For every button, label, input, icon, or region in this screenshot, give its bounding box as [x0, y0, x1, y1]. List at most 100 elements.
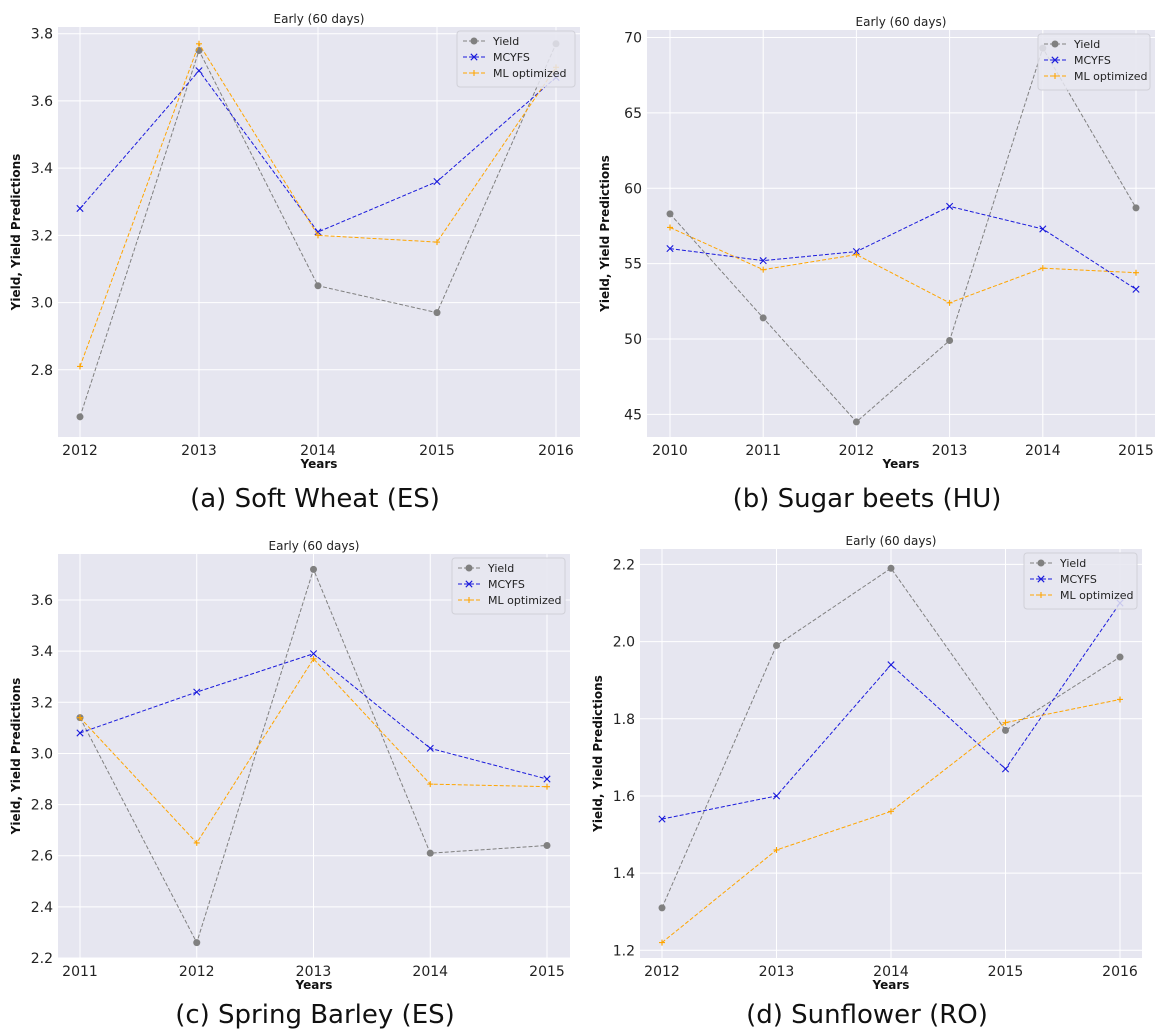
legend: Yield MCYFS ML optimized [451, 557, 566, 615]
data-point [193, 939, 201, 947]
data-point [759, 257, 767, 265]
chart-panel-4: 2012 2013 2014 2015 2016 1.2 1.4 1.6 1.8 2.0 2.2 Ea… [591, 534, 1142, 1030]
data-point [76, 204, 84, 213]
series-line-ml-optimized [79, 658, 548, 844]
y-tick-label: 3.6 [31, 593, 53, 609]
data-point [759, 314, 767, 322]
data-point [852, 418, 860, 426]
legend-marker [471, 70, 477, 76]
legend-marker [1051, 40, 1059, 48]
y-tick-label: 3.4 [31, 644, 53, 660]
data-point [76, 729, 84, 737]
legend-marker [465, 564, 473, 572]
legend-entry: MCYFS [1074, 54, 1111, 67]
y-tick-label: 2.2 [613, 557, 635, 573]
y-tick-label: 2.4 [31, 900, 53, 916]
legend: Yield MCYFS ML optimized [456, 30, 576, 88]
legend-entry: Yield [492, 35, 519, 48]
legend-entry: ML optimized [1074, 70, 1148, 83]
legend-entry: Yield [1059, 557, 1086, 570]
y-tick-label: 2.8 [31, 798, 53, 814]
x-tick-label: 2014 [300, 443, 336, 459]
data-point [773, 846, 780, 853]
data-point [314, 228, 322, 236]
legend-marker [466, 597, 472, 603]
y-tick-label: 3.8 [31, 27, 53, 43]
legend-box [1023, 552, 1138, 610]
data-point [658, 815, 666, 823]
plot-area [647, 30, 1155, 437]
data-point [543, 775, 551, 783]
series-line-mcyfs [669, 205, 1137, 290]
y-tick-label: 50 [624, 332, 642, 348]
data-point [659, 939, 665, 946]
data-point [852, 248, 860, 256]
x-tick-label: 2010 [652, 443, 688, 459]
data-point [760, 266, 767, 273]
chart-title: Early (60 days) [274, 12, 365, 26]
data-point [887, 564, 895, 572]
y-tick-label: 1.6 [613, 789, 635, 805]
data-point [773, 641, 780, 649]
legend-marker [1052, 73, 1058, 79]
y-tick-label: 3.0 [31, 296, 53, 312]
data-point [433, 309, 441, 317]
x-axis-label: Years [300, 457, 338, 471]
data-point [853, 251, 860, 258]
x-tick-label: 2014 [873, 964, 909, 980]
data-point [193, 839, 200, 846]
chart-title: Early (60 days) [856, 15, 947, 29]
data-point [888, 808, 894, 815]
y-tick-label: 3.2 [31, 228, 53, 244]
series-line-ml-optimized [661, 698, 1121, 943]
data-point [310, 565, 317, 573]
x-tick-label: 2013 [181, 443, 217, 459]
x-axis-label: Years [872, 978, 910, 992]
y-tick-label: 2.0 [613, 635, 635, 651]
data-point [1117, 696, 1123, 703]
legend-marker [1051, 56, 1059, 64]
data-point [314, 282, 322, 290]
data-point [196, 40, 202, 47]
legend-entry: MCYFS [488, 578, 525, 591]
panel-caption: (d) Sunflower (RO) [746, 1000, 988, 1030]
plot-area [58, 27, 580, 437]
data-point [658, 904, 666, 912]
legend-marker [1038, 592, 1044, 598]
legend-entry: Yield [1073, 38, 1100, 51]
x-tick-label: 2011 [745, 443, 781, 459]
data-point [76, 413, 84, 421]
chart-panel-3: 2011 2012 2013 2014 2015 2.2 2.4 2.6 2.8 3.0 3.2 3.… [9, 539, 570, 1030]
series-line-yield [661, 567, 1121, 909]
panel-caption: (b) Sugar beets (HU) [733, 484, 1002, 514]
legend-entry: Yield [487, 562, 514, 575]
data-point [77, 714, 83, 721]
x-tick-label: 2015 [529, 964, 565, 980]
x-tick-label: 2014 [412, 964, 448, 980]
data-point [946, 337, 954, 345]
data-point [1133, 269, 1139, 276]
x-tick-label: 2015 [419, 443, 455, 459]
data-point [543, 841, 551, 849]
data-point [1039, 265, 1046, 272]
data-point [946, 202, 954, 210]
y-tick-label: 45 [624, 407, 642, 423]
chart-title: Early (60 days) [846, 534, 937, 548]
data-point [193, 688, 201, 696]
chart-panel-1: 2012 2013 2014 2015 2016 2.8 3.0 3.2 3.4 3.6 3.8 Ea… [9, 12, 580, 514]
legend-marker [470, 37, 478, 45]
data-point [772, 792, 781, 800]
data-point [1001, 765, 1010, 773]
y-tick-label: 3.0 [31, 746, 53, 762]
x-tick-label: 2012 [839, 443, 875, 459]
data-point [946, 299, 953, 306]
y-tick-label: 3.6 [31, 94, 53, 110]
data-point [77, 363, 83, 370]
y-axis-label: Yield, Yield Predictions [9, 678, 23, 836]
y-tick-label: 2.6 [31, 849, 53, 865]
legend-entry: MCYFS [493, 51, 530, 64]
x-tick-label: 2011 [62, 964, 98, 980]
x-axis-label: Years [295, 978, 333, 992]
legend: Yield MCYFS ML optimized [1037, 33, 1151, 91]
